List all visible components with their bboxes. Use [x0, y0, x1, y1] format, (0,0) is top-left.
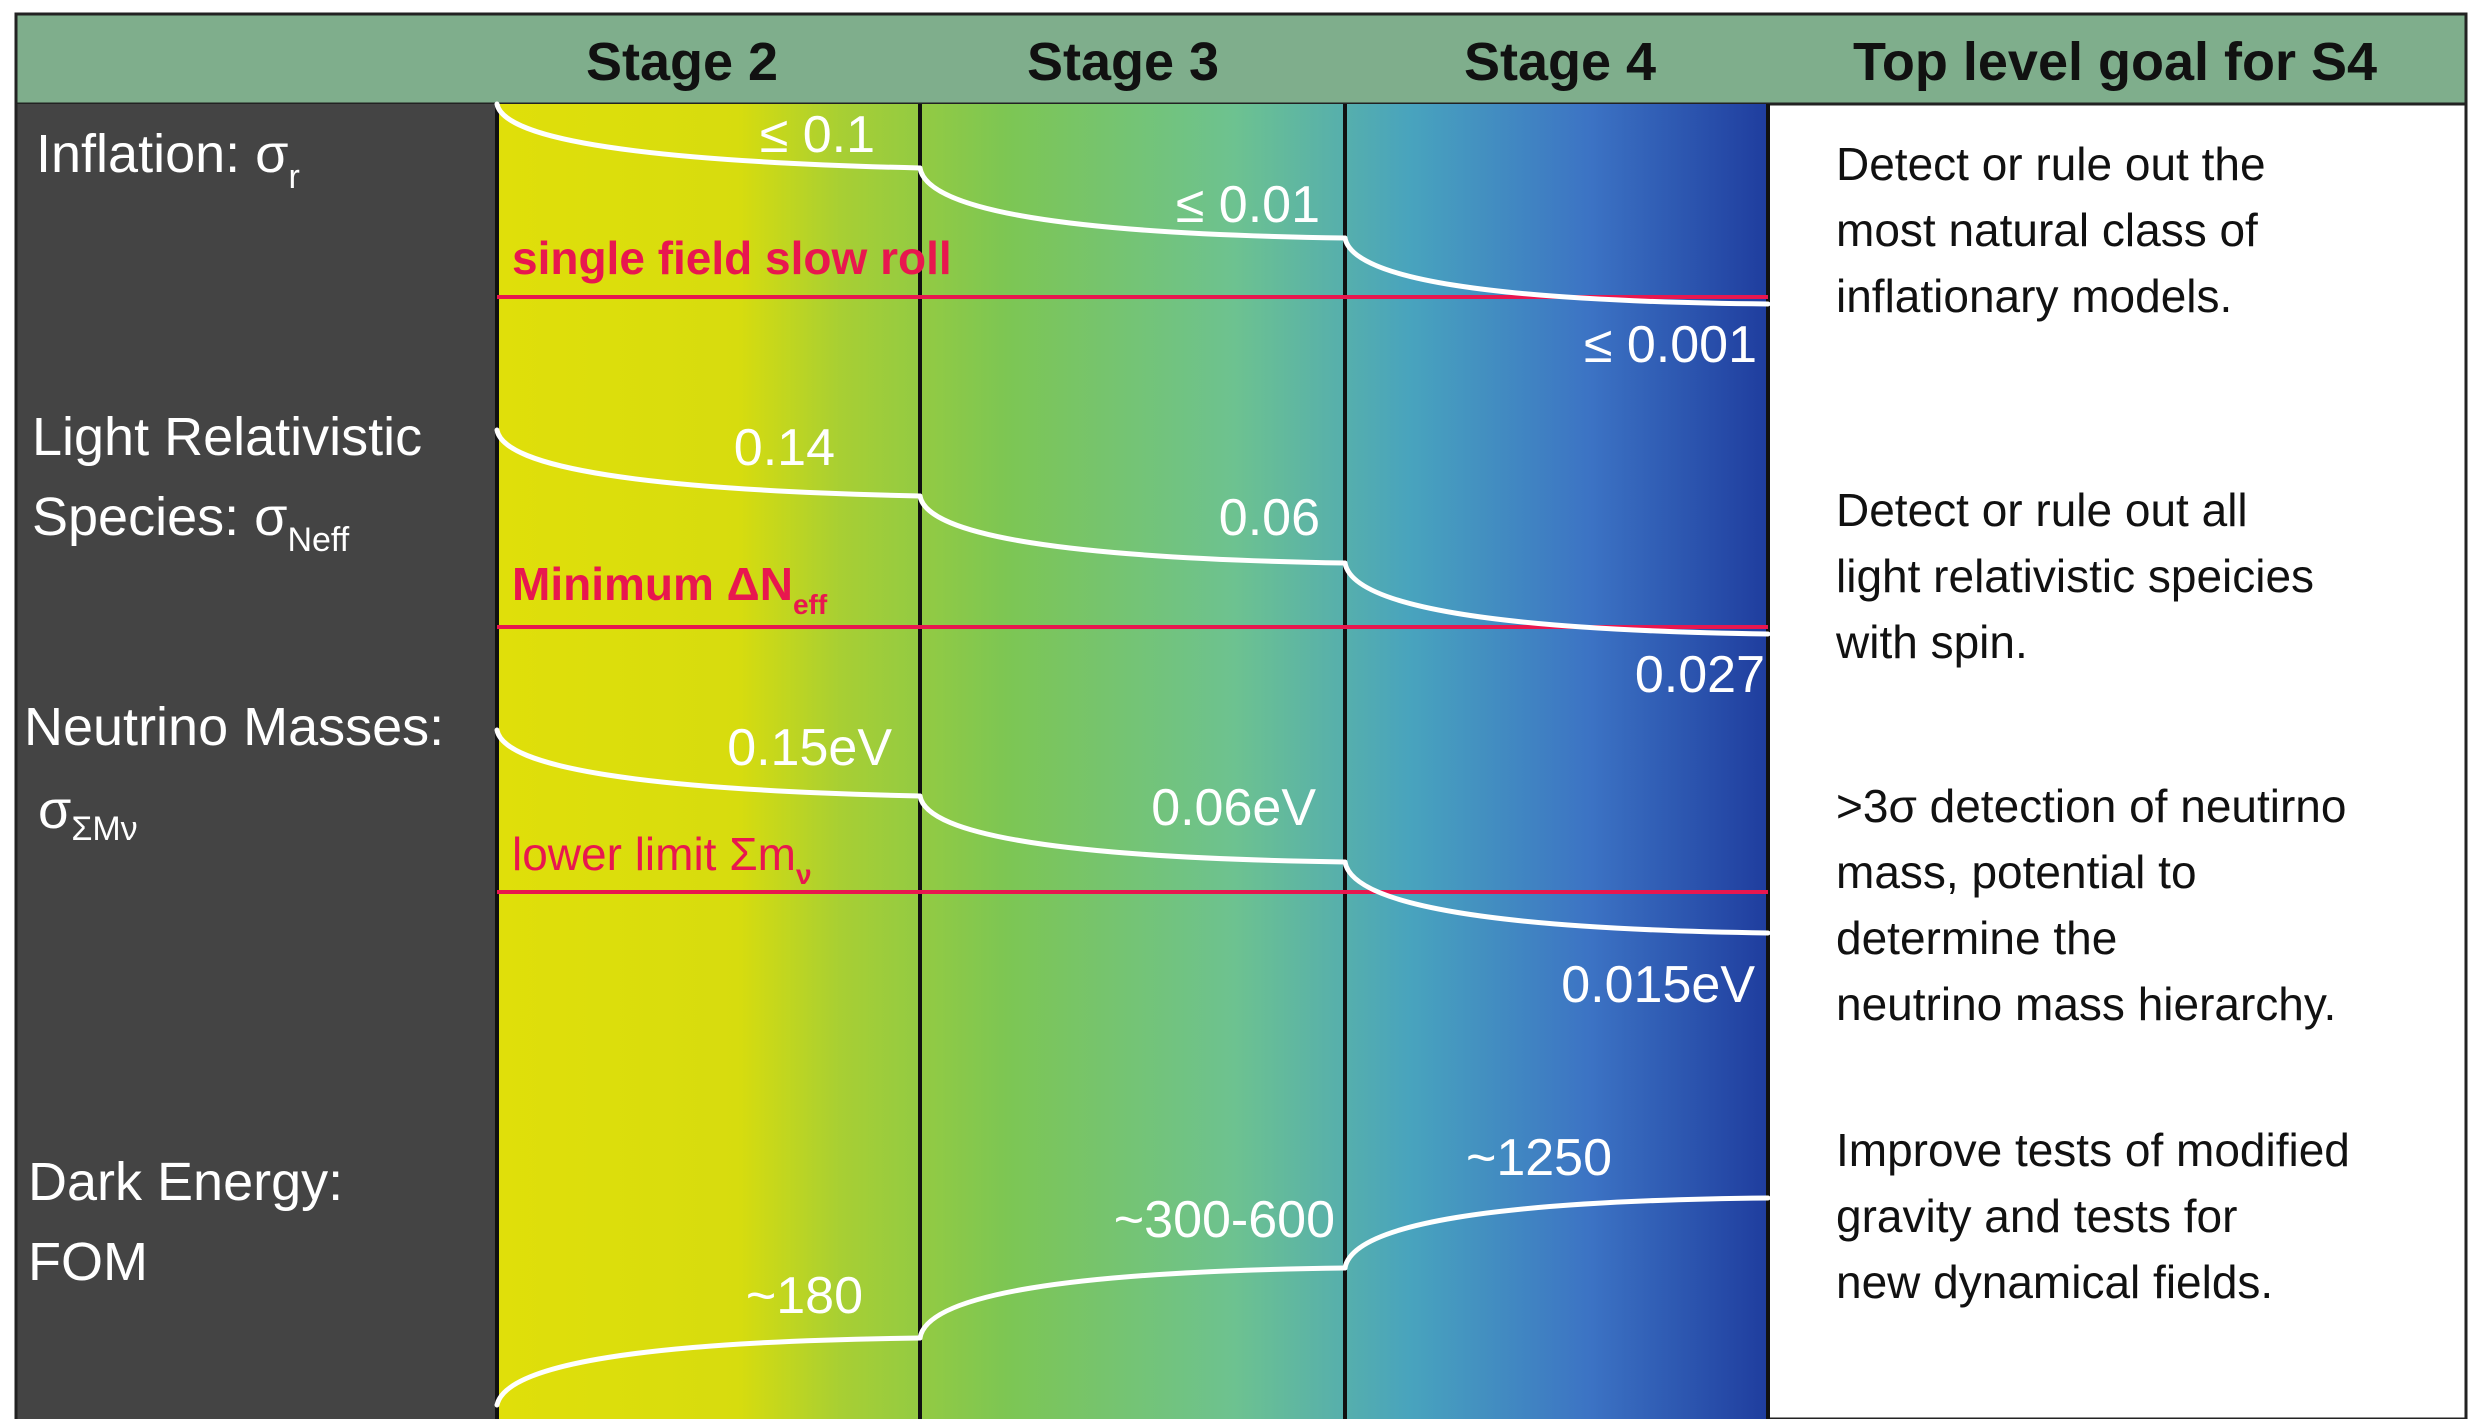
- curve-inflation-stage4: [1342, 235, 1771, 307]
- curve-inflation-stage3: [917, 165, 1348, 241]
- curve-neutrino-stage3: [917, 793, 1348, 865]
- goal-inflation-line2: most natural class of: [1836, 204, 2258, 256]
- header-stage-2: Stage 2: [586, 32, 778, 92]
- goal-inflation-line1: Detect or rule out the: [1836, 138, 2266, 190]
- value-light-species-stage3: 0.06: [1219, 489, 1320, 547]
- row-neutrino-label-line2: σΣMν: [38, 780, 138, 848]
- threshold-label-light-species: Minimum ΔNeff: [512, 558, 828, 620]
- curve-inflation-stage2: [494, 101, 923, 171]
- curve-light-species-stage3: [917, 493, 1348, 566]
- row-dark-energy-label-line1: Dark Energy:: [28, 1152, 343, 1212]
- stage-gradient-panel: [497, 104, 1768, 1419]
- goal-dark-energy-line3: new dynamical fields.: [1836, 1256, 2273, 1308]
- value-inflation-stage2: ≤ 0.1: [760, 106, 875, 164]
- goal-neutrino-line3: determine the: [1836, 912, 2117, 964]
- curve-neutrino-stage4: [1342, 859, 1771, 936]
- curve-light-species-stage4: [1342, 560, 1771, 637]
- goal-neutrino-line4: neutrino mass hierarchy.: [1836, 978, 2336, 1030]
- value-dark-energy-stage4: ~1250: [1466, 1129, 1612, 1187]
- goal-dark-energy-line2: gravity and tests for: [1836, 1190, 2237, 1242]
- value-neutrino-stage2: 0.15eV: [727, 719, 892, 777]
- row-light-species-label-line2: Species: σNeff: [32, 487, 350, 559]
- goal-inflation-line3: inflationary models.: [1836, 270, 2232, 322]
- value-neutrino-stage3: 0.06eV: [1151, 779, 1316, 837]
- header-goal-title: Top level goal for S4: [1853, 32, 2377, 92]
- curve-dark-energy-stage2: [494, 1335, 923, 1408]
- value-dark-energy-stage2: ~180: [746, 1267, 863, 1325]
- header-bar: [14, 12, 2468, 106]
- curve-dark-energy-stage4: [1342, 1195, 1771, 1271]
- threshold-label-neutrino: lower limit Σmν: [512, 828, 812, 890]
- value-neutrino-stage4: 0.015eV: [1561, 956, 1755, 1014]
- goal-panel: [1766, 102, 2468, 1419]
- row-neutrino-label-line1: Neutrino Masses:: [24, 697, 444, 757]
- row-dark-energy-label-line2: FOM: [28, 1232, 148, 1292]
- value-light-species-stage4: 0.027: [1635, 646, 1765, 704]
- row-inflation-label: Inflation: σr: [36, 124, 300, 196]
- value-inflation-stage4: ≤ 0.001: [1584, 316, 1757, 374]
- header-stage-4: Stage 4: [1464, 32, 1656, 92]
- goal-neutrino-line1: >3σ detection of neutirno: [1836, 780, 2346, 832]
- goal-dark-energy-line1: Improve tests of modified: [1836, 1124, 2350, 1176]
- header-stage-3: Stage 3: [1027, 32, 1219, 92]
- value-dark-energy-stage3: ~300-600: [1114, 1191, 1335, 1249]
- goal-neutrino-line2: mass, potential to: [1836, 846, 2197, 898]
- curve-light-species-stage2: [494, 427, 923, 499]
- value-light-species-stage2: 0.14: [734, 419, 835, 477]
- goal-light-species-line1: Detect or rule out all: [1836, 484, 2248, 536]
- value-inflation-stage3: ≤ 0.01: [1176, 176, 1320, 234]
- goal-light-species-line3: with spin.: [1835, 616, 2028, 668]
- row-light-species-label-line1: Light Relativistic: [32, 407, 422, 467]
- curve-dark-energy-stage3: [917, 1265, 1348, 1341]
- curve-neutrino-stage2: [494, 727, 923, 799]
- threshold-label-inflation: single field slow roll: [512, 232, 952, 284]
- label-panel: [16, 104, 497, 1419]
- goal-light-species-line2: light relativistic speicies: [1836, 550, 2314, 602]
